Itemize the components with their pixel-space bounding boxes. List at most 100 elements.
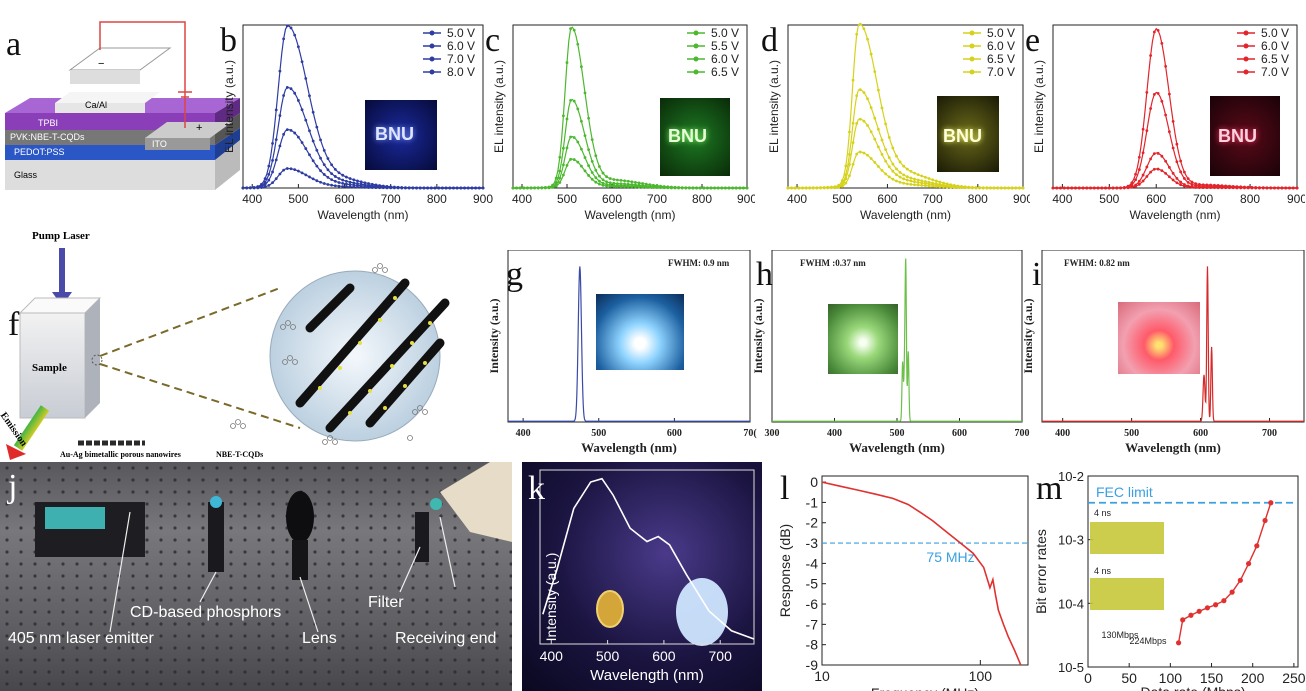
data-point [304, 173, 308, 177]
legend-entry: 5.0 V [987, 26, 1015, 40]
data-point [587, 148, 590, 152]
data-point [337, 184, 341, 188]
data-point [985, 186, 989, 190]
data-point [1262, 517, 1268, 524]
legend-entry: 5.0 V [1261, 26, 1289, 40]
data-point [724, 186, 727, 190]
panel-label: k [528, 470, 545, 507]
data-point [326, 157, 330, 160]
data-point [851, 78, 855, 82]
data-point [884, 159, 888, 163]
cqd-legend: NBE-T-CQDs [216, 450, 264, 459]
data-point [887, 135, 891, 139]
panel-e: 400 500 600 700 800 900 Wavelength (nm) EL inte… [1025, 20, 1305, 225]
data-point [1126, 184, 1130, 188]
chart-l-svg: 0 -1 -2 -3 -4 -5 -6 -7 -8 -910 100Frequency (MHz) R… [777, 474, 1029, 691]
data-point [905, 167, 909, 171]
chart-g-svg: 400 500 600 70(Wavelength (nm) Intensity (a.… [487, 250, 757, 455]
data-point [308, 175, 311, 179]
data-point [1137, 155, 1141, 159]
data-point [1250, 185, 1254, 189]
data-point [1254, 543, 1260, 549]
x-tick-label: 900 [1287, 192, 1305, 206]
inset-text: BNU [943, 126, 982, 146]
legend-marker [969, 30, 975, 36]
data-point [855, 94, 859, 98]
data-point [1213, 602, 1219, 608]
data-point [333, 175, 337, 178]
data-point [315, 148, 319, 152]
data-point [1021, 186, 1025, 190]
data-point [612, 183, 616, 187]
data-point [319, 180, 322, 184]
data-point [1268, 500, 1274, 506]
data-point [634, 180, 637, 184]
x-axis-title: Wavelength (nm) [581, 440, 677, 455]
y-axis-title: Bit error rates [1033, 529, 1049, 614]
legend-entry: 6.0 V [447, 39, 475, 53]
panel-c: 400 500 600 700 800 900 Wavelength (nm) EL inte… [485, 20, 755, 225]
legend-marker [693, 56, 699, 62]
data-point [322, 182, 326, 185]
data-point [1115, 186, 1119, 190]
data-point [913, 183, 916, 187]
data-point [293, 168, 297, 172]
data-point [1074, 186, 1077, 190]
data-point [1141, 127, 1145, 131]
data-point [876, 165, 880, 168]
legend-entry: 7.0 V [987, 65, 1015, 79]
data-point [1194, 182, 1198, 186]
data-point [923, 180, 927, 183]
data-point [934, 182, 938, 186]
data-point [583, 134, 587, 138]
data-point [960, 185, 963, 188]
data-point [547, 185, 551, 189]
data-point [1077, 186, 1081, 190]
x-axis-title: Data rate (Mbps) [1140, 684, 1245, 691]
data-point [822, 186, 826, 189]
data-point [608, 177, 612, 180]
data-point [967, 185, 971, 189]
data-point [880, 168, 884, 172]
x-tick-label: 400 [516, 428, 531, 439]
data-point [673, 185, 677, 189]
x-tick-label: 700 [381, 192, 401, 206]
data-point [1221, 598, 1227, 604]
data-point [1196, 608, 1202, 614]
x-tick-label: 800 [692, 192, 712, 206]
data-point [1171, 178, 1175, 182]
x-axis-title: Wavelength (nm) [860, 208, 951, 222]
plot-frame [1052, 24, 1298, 189]
data-point [522, 186, 526, 190]
x-tick-label: 900 [1013, 192, 1030, 206]
data-point [1055, 186, 1059, 190]
data-point [341, 185, 345, 188]
pump-laser-label: Pump Laser [32, 230, 90, 242]
glass-label: Glass [14, 170, 38, 180]
data-point [970, 185, 974, 189]
data-point [256, 185, 260, 188]
data-point [851, 121, 855, 125]
data-point [590, 138, 594, 142]
x-axis-title: Wavelength (nm) [1125, 440, 1221, 455]
data-point [315, 179, 319, 183]
data-point [271, 158, 274, 162]
data-point [1243, 185, 1246, 189]
data-point [1167, 130, 1171, 134]
data-point [271, 170, 274, 174]
legend-marker [693, 30, 699, 36]
data-point [271, 181, 274, 185]
data-point [248, 186, 252, 190]
data-point [363, 181, 367, 185]
data-point [326, 175, 330, 179]
data-point [245, 186, 249, 190]
data-point [1175, 640, 1182, 646]
data-point [902, 173, 906, 177]
data-point [942, 181, 945, 185]
data-point [1179, 180, 1183, 184]
data-point [898, 175, 902, 179]
data-point [652, 183, 655, 187]
data-point [826, 185, 830, 189]
data-point [415, 186, 418, 190]
data-point [884, 172, 888, 176]
